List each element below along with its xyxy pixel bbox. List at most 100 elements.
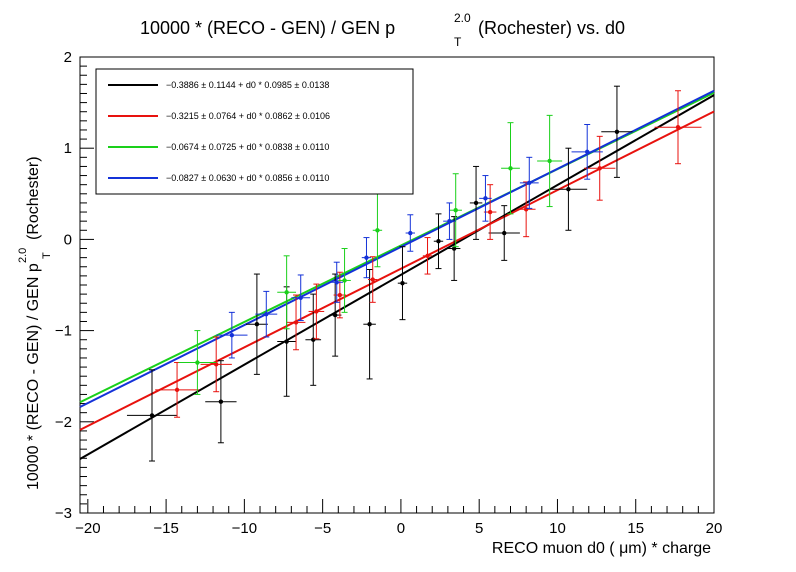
data-points [126,85,702,462]
y-axis-label-main: 10000 * (RECO - GEN) / GEN p [25,263,42,490]
point-marker [585,149,590,155]
point-marker [566,187,571,192]
y-tick-label: 0 [64,231,72,248]
data-point [178,330,217,395]
point-marker [293,320,299,325]
x-tick-label: 15 [627,520,644,537]
data-point [205,360,237,444]
point-marker [502,230,507,236]
point-marker [229,332,235,338]
data-point [469,165,483,240]
legend-label-black: −0.3886 ± 0.1144 + d0 * 0.0985 ± 0.0138 [166,80,329,90]
point-marker [284,339,289,344]
data-point [333,271,347,319]
chart-title: 10000 * (RECO - GEN) / GEN p 2.0 T (Roch… [140,11,625,49]
data-point [519,156,539,209]
point-marker [400,280,405,286]
point-marker [218,399,224,404]
x-tick-label: −5 [314,520,331,537]
y-tick-label: −2 [55,414,72,431]
data-point [516,181,536,238]
data-point [216,311,248,359]
point-marker [149,413,155,418]
y-axis-label: 10000 * (RECO - GEN) / GEN p 2.0 T (Roch… [17,156,53,490]
point-marker [367,322,372,327]
data-point [443,202,456,240]
data-point [155,362,199,418]
data-point [479,175,492,222]
data-point [361,237,372,279]
data-point [277,255,297,330]
data-point [501,122,520,215]
data-point [549,147,588,231]
point-marker [370,277,375,282]
point-marker [675,125,681,130]
point-marker [375,228,380,233]
y-axis-label-sup: 2.0 [17,248,29,263]
point-marker [337,292,343,298]
point-marker [332,312,338,318]
point-marker [523,207,529,212]
data-point [126,369,178,462]
fit-line-1 [79,110,715,431]
point-marker [547,158,552,164]
data-point [397,246,408,321]
point-marker [254,322,260,327]
data-point [330,261,343,303]
fit-line-0 [79,94,715,460]
point-marker [213,362,219,367]
point-marker [483,196,488,201]
data-point [537,114,563,208]
data-point [483,184,497,240]
data-point [433,213,444,270]
x-tick-label: 5 [475,520,483,537]
legend-label-blue: −0.0827 ± 0.0630 + d0 * 0.0856 ± 0.0110 [166,173,329,183]
point-marker [473,200,479,206]
legend-label-green: −0.0674 ± 0.0725 + d0 * 0.0838 ± 0.0110 [166,142,329,152]
point-marker [264,311,269,317]
data-point [305,293,322,386]
chart-title-sup: 2.0 [454,11,471,25]
point-marker [453,208,458,213]
x-tick-label: −10 [232,520,257,537]
legend-label-red: −0.3215 ± 0.0764 + d0 * 0.0862 ± 0.0106 [166,111,330,121]
fit-line-3 [79,89,715,408]
y-tick-label: 1 [64,140,72,157]
point-marker [408,230,413,236]
y-tick-label: −1 [55,323,72,340]
chart-title-sub: T [454,35,462,49]
data-point [601,85,633,178]
x-tick-label: −20 [75,520,100,537]
point-marker [527,180,532,186]
data-point [449,173,462,248]
data-point [584,135,616,201]
point-marker [508,166,513,171]
data-point [291,274,311,322]
data-point [654,90,702,165]
data-point [363,268,376,380]
point-marker [436,239,441,244]
point-marker [334,280,339,285]
chart-title-main: 10000 * (RECO - GEN) / GEN p [140,18,395,38]
point-marker [425,253,430,259]
point-marker [342,278,347,283]
data-point [488,205,520,261]
point-marker [597,166,602,171]
data-point [405,214,416,252]
point-marker [451,246,457,251]
y-tick-label: 2 [64,49,72,66]
point-marker [298,295,303,300]
legend-box [95,68,414,195]
x-tick-label: 0 [397,520,405,537]
point-marker [487,209,493,215]
x-tick-label: −15 [153,520,178,537]
point-marker [314,309,319,314]
data-point [245,273,268,375]
point-marker [195,360,200,365]
series-points-3 [216,123,603,359]
data-point [286,294,306,351]
x-axis-label: RECO muon d0 ( μm) * charge [492,540,711,557]
